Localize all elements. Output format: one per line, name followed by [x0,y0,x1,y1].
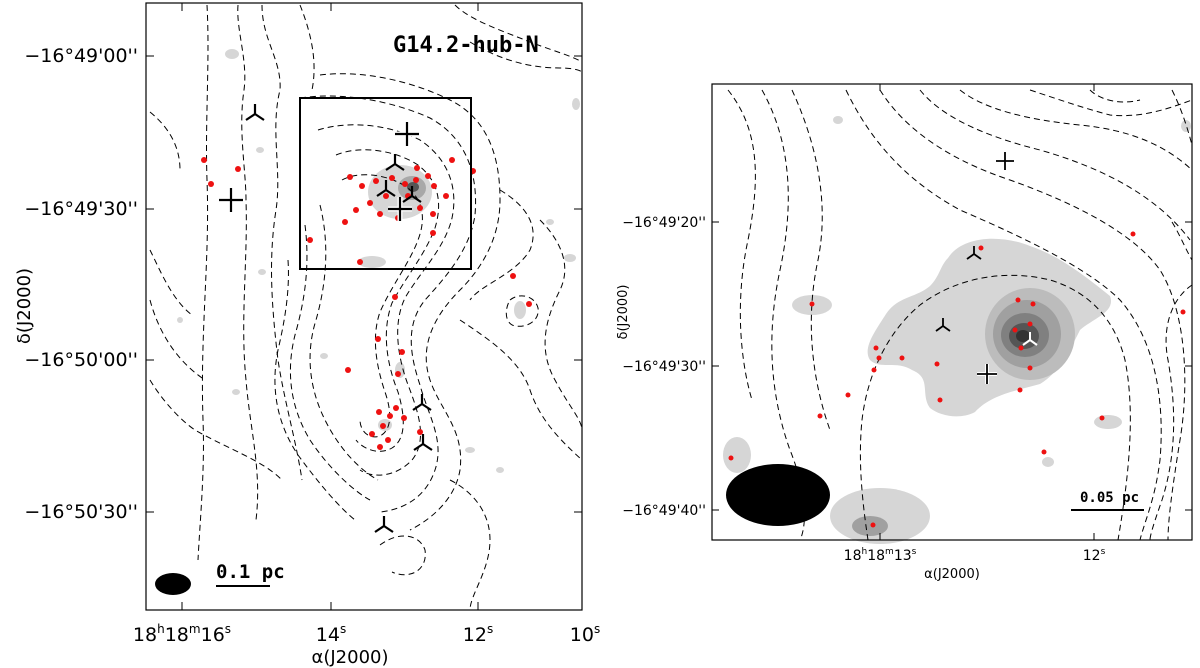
left-x-axis-title: α(J2000) [311,647,388,668]
left-cross-1 [219,188,243,212]
left-x-tick-3: 10s [570,622,600,646]
left-panel: G14.2-hub-N 0.1 pc −16°49'00'' −16°49'30… [14,2,600,668]
right-scale-bar-label: 0.05 pc [1080,490,1139,506]
left-x-tick-2: 12s [463,622,493,646]
left-cross-3 [388,197,412,221]
right-cross-1 [996,152,1014,170]
right-source-dots [728,231,1186,528]
left-ticks [146,3,582,610]
right-beam [726,464,830,526]
left-tri-3 [376,180,396,197]
left-beam [155,573,191,595]
left-y-tick-2: −16°50'00'' [24,349,138,371]
zoom-region-box [299,97,472,270]
right-tri-2 [935,318,951,332]
right-frame [711,83,1193,541]
left-tri-7 [374,516,394,533]
left-tri-4 [402,186,422,203]
left-field-label: G14.2-hub-N [393,33,539,58]
right-tri-3 [1022,332,1038,346]
right-grey-emission [723,116,1191,544]
right-contours [727,89,1193,541]
left-contours [149,4,583,611]
right-cross-2 [977,364,997,384]
right-y-tick-1: −16°49'30'' [622,359,706,375]
right-x-tick-1: 12s [1083,547,1106,564]
left-tri-2 [385,154,405,171]
right-panel: 0.05 pc −16°49'20'' −16°49'30'' −16°49'4… [616,83,1193,582]
right-ticks [712,84,1192,540]
left-x-tick-0: 18h18m16s [133,622,231,646]
left-frame [145,2,583,611]
right-y-axis-title: δ(J2000) [616,284,631,339]
left-y-tick-3: −16°50'30'' [24,501,138,523]
left-cross-2 [395,122,419,146]
left-scale-bar-label: 0.1 pc [216,561,285,583]
right-y-tick-0: −16°49'20'' [622,215,706,231]
left-tri-6 [413,434,433,451]
left-y-tick-1: −16°49'30'' [24,198,138,220]
left-tri-1 [245,104,265,121]
left-y-axis-title: δ(J2000) [14,268,35,344]
left-x-tick-1: 14s [316,622,346,646]
right-x-tick-0: 18h18m13s [844,547,917,564]
right-markers [935,152,1038,384]
left-source-dots [201,157,532,450]
right-x-axis-title: α(J2000) [924,567,980,582]
right-tri-1 [966,246,982,260]
left-tri-5 [412,394,432,411]
left-markers [219,104,433,533]
left-y-tick-0: −16°49'00'' [24,45,138,67]
right-y-tick-2: −16°49'40'' [622,503,706,519]
